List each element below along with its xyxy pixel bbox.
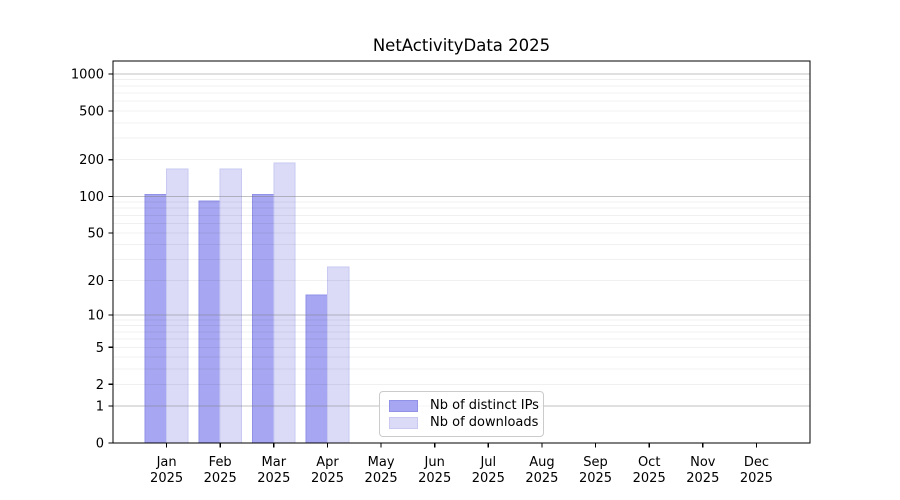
y-tick-label-100: 100 [79,190,104,205]
x-tick-label-jun: Jun [424,455,445,470]
x-tick-label-dec: Dec [744,455,769,470]
bar-downloads-jan [166,168,189,444]
legend-label-downloads: Nb of downloads [430,415,539,430]
x-tick-label-year-nov: 2025 [686,471,719,486]
x-tick-label-year-mar: 2025 [257,471,290,486]
x-tick-label-oct: Oct [638,455,660,470]
x-tick-label-year-may: 2025 [365,471,398,486]
x-tick-label-aug: Aug [529,455,554,470]
y-tick-label-0: 0 [96,437,104,452]
x-tick-label-nov: Nov [690,455,716,470]
y-tick-label-50: 50 [87,227,104,242]
x-tick-label-apr: Apr [316,455,339,470]
x-tick-label-mar: Mar [262,455,287,470]
chart-title: NetActivityData 2025 [372,36,551,55]
legend-item-ips: Nb of distinct IPs [389,397,539,414]
x-tick-label-year-jan: 2025 [150,471,183,486]
x-tick-label-sep: Sep [583,455,608,470]
legend-item-downloads: Nb of downloads [389,414,538,431]
x-tick-label-year-jun: 2025 [418,471,451,486]
y-tick-label-10: 10 [87,308,104,323]
x-tick-label-may: May [368,455,395,470]
y-tick-label-200: 200 [79,153,104,168]
bar-ips-feb [198,200,221,444]
x-tick-label-year-dec: 2025 [740,471,773,486]
x-tick-label-jan: Jan [156,455,177,470]
x-tick-label-feb: Feb [209,455,232,470]
legend-swatch-downloads [389,416,418,429]
x-tick-label-year-aug: 2025 [525,471,558,486]
y-tick-label-2: 2 [96,378,104,393]
legend-swatch-ips [389,399,418,412]
x-tick-label-year-oct: 2025 [633,471,666,486]
legend-label-ips: Nb of distinct IPs [430,398,539,413]
y-tick-label-5: 5 [96,341,104,356]
x-tick-label-year-apr: 2025 [311,471,344,486]
bar-downloads-feb [219,168,243,444]
x-tick-label-year-jul: 2025 [472,471,505,486]
plot-border [112,60,811,444]
x-tick-label-year-feb: 2025 [204,471,237,486]
y-tick-label-1: 1 [96,400,104,415]
legend: Nb of distinct IPs Nb of downloads [379,391,544,437]
x-tick-label-jul: Jul [479,455,496,470]
bar-downloads-mar [273,162,296,444]
x-tick-label-year-sep: 2025 [579,471,612,486]
y-tick-label-500: 500 [79,104,104,119]
y-tick-label-20: 20 [87,274,104,289]
bar-downloads-apr [327,266,350,444]
y-tick-label-1000: 1000 [71,67,104,82]
